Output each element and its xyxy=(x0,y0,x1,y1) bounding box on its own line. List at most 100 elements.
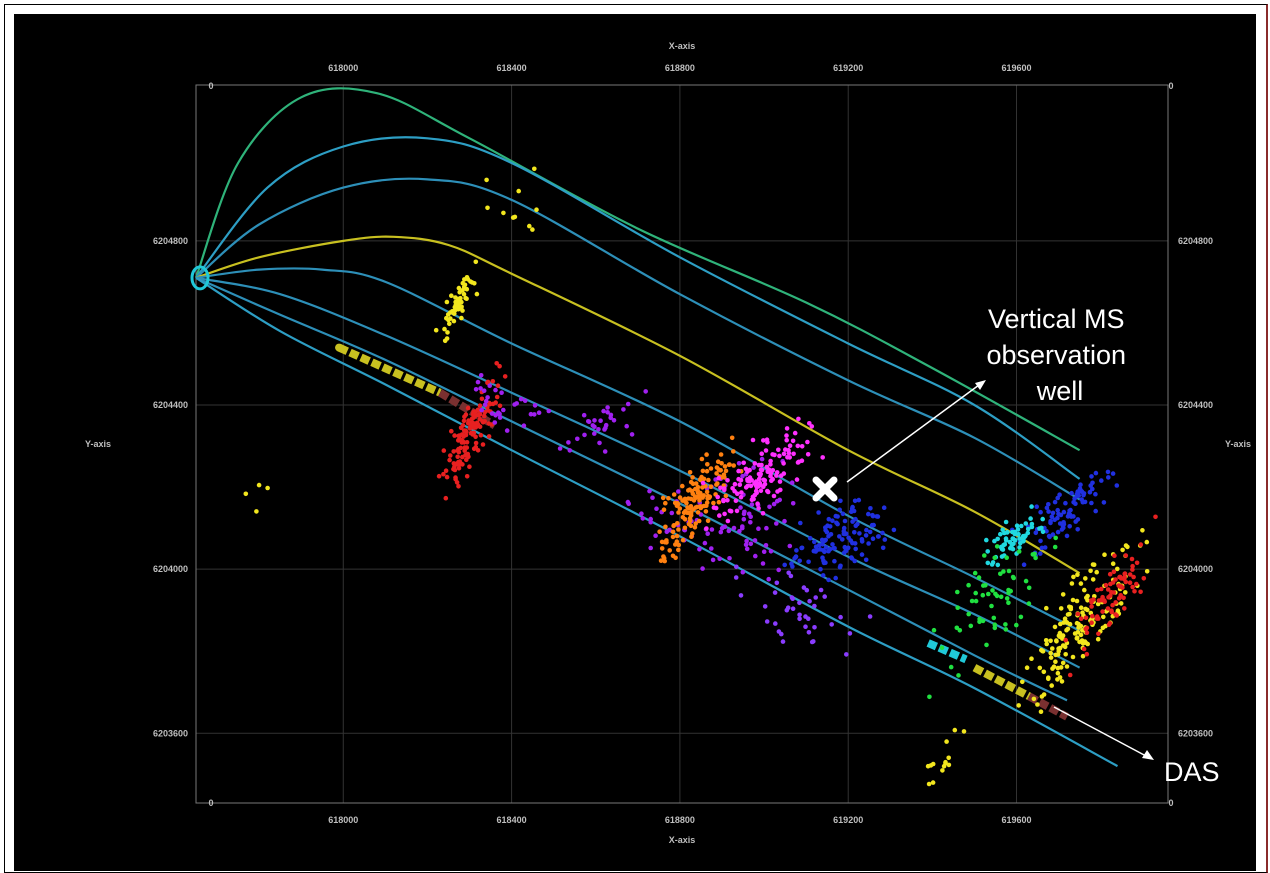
event-point xyxy=(1068,606,1074,612)
event-point xyxy=(605,410,610,415)
event-point xyxy=(1044,529,1049,534)
event-point xyxy=(738,593,744,598)
event-point xyxy=(499,390,504,396)
event-point xyxy=(1001,542,1006,548)
event-point xyxy=(690,491,696,497)
event-point xyxy=(1011,575,1016,581)
event-point xyxy=(1096,631,1101,637)
event-point xyxy=(663,500,668,506)
event-point xyxy=(992,622,998,627)
y-tick-label-left: 6204000 xyxy=(153,564,188,574)
event-point xyxy=(1060,660,1066,666)
event-point xyxy=(825,523,830,528)
event-point xyxy=(718,468,723,473)
event-point xyxy=(693,521,698,526)
event-point xyxy=(991,615,997,621)
event-point xyxy=(1110,471,1116,476)
event-point xyxy=(1038,538,1043,544)
event-point xyxy=(1076,493,1081,498)
event-point xyxy=(445,330,450,335)
event-point xyxy=(1038,509,1043,515)
event-point xyxy=(625,499,631,505)
event-point xyxy=(925,763,931,769)
event-point xyxy=(866,541,871,546)
event-point xyxy=(966,611,971,617)
event-point xyxy=(1048,655,1054,660)
event-point xyxy=(1114,483,1120,488)
event-point xyxy=(726,462,732,468)
event-point xyxy=(763,448,769,453)
event-point xyxy=(859,537,865,542)
event-point xyxy=(760,511,766,516)
event-point xyxy=(1043,638,1049,643)
event-point xyxy=(1120,547,1125,553)
event-point xyxy=(676,527,681,532)
event-point xyxy=(692,525,698,530)
event-point xyxy=(1118,576,1124,581)
event-point xyxy=(867,529,873,535)
well-trajectory-5 xyxy=(195,267,1081,632)
event-point xyxy=(490,379,496,384)
event-point xyxy=(867,614,873,619)
event-point xyxy=(777,453,782,459)
event-point xyxy=(774,580,780,586)
event-point xyxy=(821,560,827,566)
event-point xyxy=(1060,592,1066,597)
event-point xyxy=(1055,515,1060,521)
event-point xyxy=(1058,621,1063,627)
event-point xyxy=(527,223,532,229)
event-point xyxy=(826,548,831,554)
event-point xyxy=(734,508,740,514)
event-point xyxy=(705,531,710,536)
event-point xyxy=(1051,664,1057,669)
event-point xyxy=(444,315,449,321)
event-point xyxy=(1003,627,1009,632)
event-point xyxy=(778,473,784,479)
event-point xyxy=(557,446,563,451)
event-point xyxy=(1038,551,1043,556)
event-point xyxy=(1057,645,1063,651)
event-point xyxy=(940,768,945,773)
event-point xyxy=(650,495,655,501)
event-point xyxy=(799,444,805,449)
event-point xyxy=(699,494,704,499)
event-point xyxy=(1106,595,1111,600)
event-point xyxy=(478,386,483,391)
event-point xyxy=(1029,656,1034,661)
event-point xyxy=(1016,531,1021,537)
event-point xyxy=(493,400,499,405)
event-point xyxy=(1100,609,1105,614)
event-point xyxy=(726,528,732,534)
event-point xyxy=(456,438,461,443)
event-point xyxy=(624,423,629,429)
event-point xyxy=(494,361,500,366)
event-point xyxy=(863,533,869,538)
event-point xyxy=(621,407,626,412)
event-point xyxy=(504,428,510,433)
x-tick-label-bottom: 618000 xyxy=(328,815,358,825)
event-point xyxy=(798,520,803,526)
event-point xyxy=(682,525,688,531)
ms-well-label-line2: observation xyxy=(986,340,1126,370)
event-point xyxy=(866,511,871,517)
event-point xyxy=(840,511,846,517)
event-point xyxy=(1088,568,1093,574)
event-point xyxy=(748,514,753,520)
das-start-marker xyxy=(335,343,344,352)
event-point xyxy=(794,548,799,553)
event-point xyxy=(721,472,727,478)
event-point xyxy=(472,423,478,429)
event-point xyxy=(456,449,462,455)
event-point xyxy=(838,498,843,504)
event-point xyxy=(849,555,854,560)
event-point xyxy=(1008,545,1013,551)
event-point xyxy=(487,383,493,389)
event-point xyxy=(455,454,461,460)
event-point xyxy=(784,426,790,431)
event-point xyxy=(1023,521,1029,526)
event-point xyxy=(497,363,502,369)
event-point xyxy=(1058,665,1064,670)
event-point xyxy=(799,545,805,551)
event-point xyxy=(1037,665,1043,671)
event-point xyxy=(1065,514,1071,519)
